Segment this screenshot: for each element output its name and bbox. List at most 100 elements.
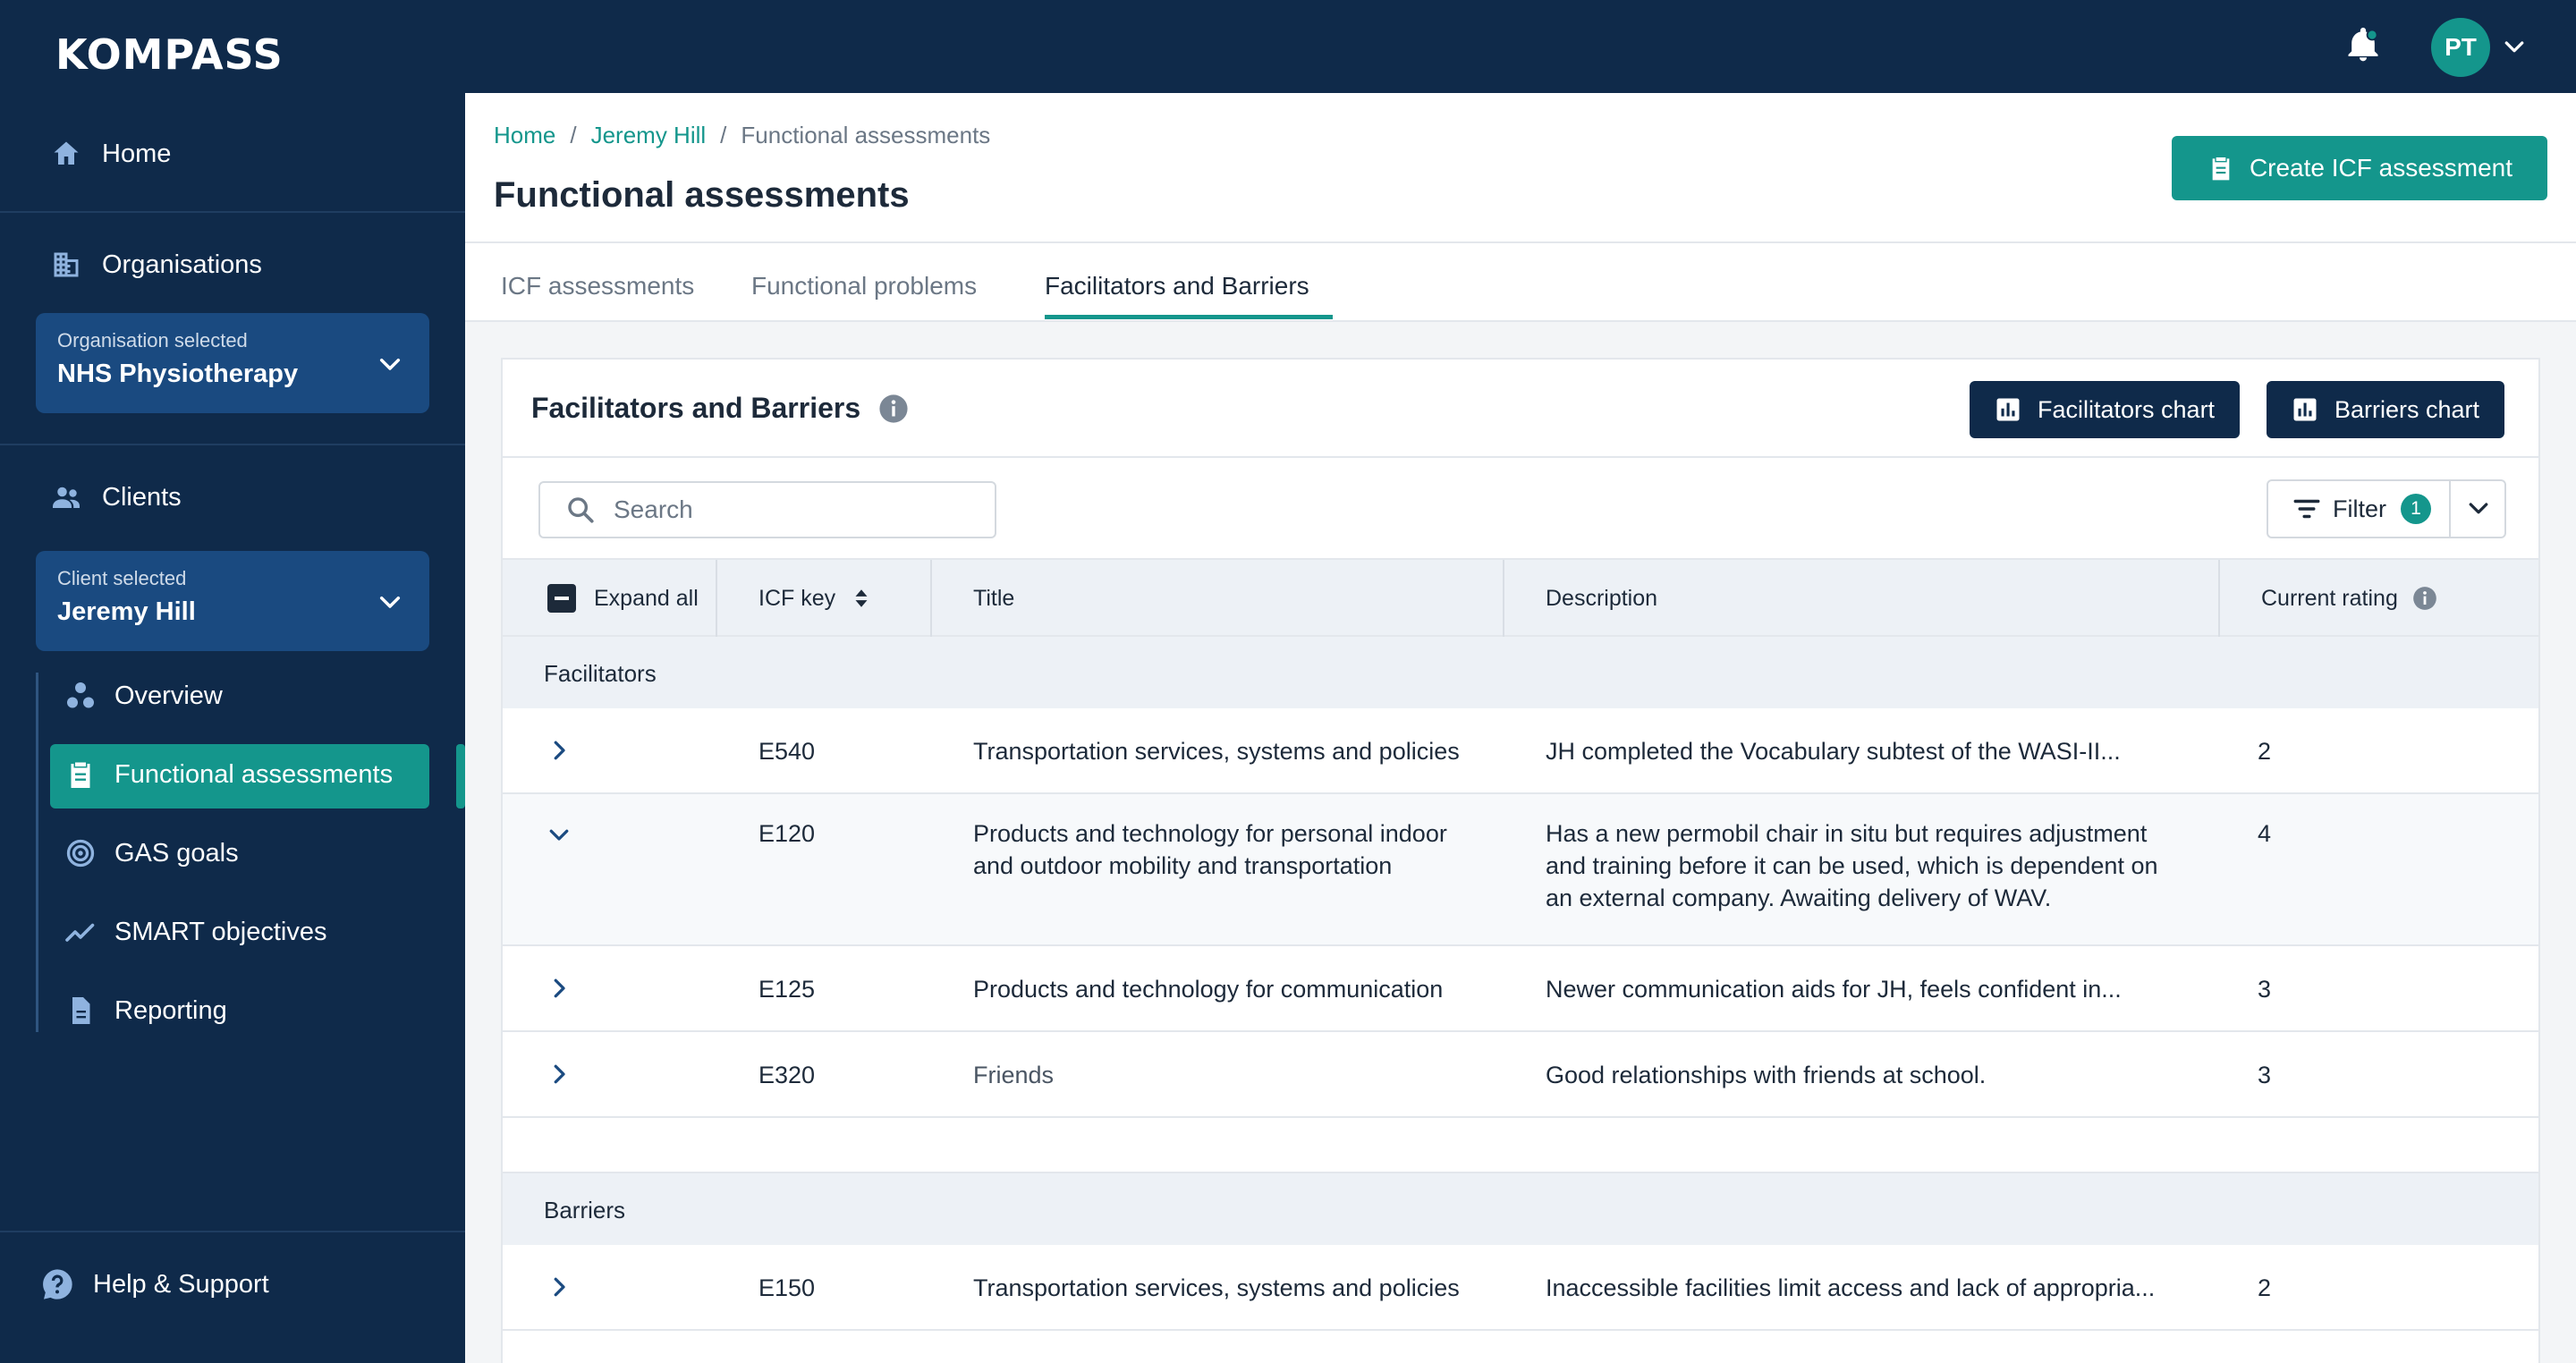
- info-icon[interactable]: [2412, 586, 2437, 611]
- group-label: Barriers: [544, 1197, 626, 1223]
- breadcrumb-client[interactable]: Jeremy Hill: [590, 122, 707, 148]
- card-divider: [503, 456, 2538, 458]
- document-icon: [72, 997, 90, 1024]
- expand-all-checkbox-icon: [547, 584, 576, 613]
- help-support-link[interactable]: Help & Support: [39, 1266, 269, 1302]
- tab-facilitators-barriers[interactable]: Facilitators and Barriers: [1045, 272, 1309, 300]
- column-icf-key-label: ICF key: [758, 585, 836, 611]
- sidebar-divider: [0, 211, 465, 213]
- organisation-selector[interactable]: Organisation selected NHS Physiotherapy: [36, 313, 429, 413]
- barriers-chart-label: Barriers chart: [2334, 395, 2480, 423]
- row-description: Has a new permobil chair in situ but req…: [1546, 820, 2158, 911]
- barriers-chart-button[interactable]: Barriers chart: [2267, 381, 2505, 438]
- clipboard-icon: [2212, 157, 2230, 181]
- sidebar-item-gas-goals[interactable]: GAS goals: [64, 837, 239, 869]
- filter-dropdown-toggle[interactable]: [2453, 481, 2504, 537]
- row-icf-key: E540: [758, 738, 816, 765]
- group-row-barriers: Barriers: [503, 1173, 2538, 1245]
- sidebar-item-label: Functional assessments: [114, 759, 394, 789]
- bar-chart-icon: [2293, 398, 2317, 421]
- chevron-down-icon: [379, 596, 401, 608]
- breadcrumb: Home / Jeremy Hill / Functional assessments: [494, 122, 991, 148]
- group-label: Facilitators: [544, 660, 657, 687]
- active-tab-underline: [1045, 315, 1333, 319]
- subnav-line: [36, 673, 38, 1032]
- sidebar-item-label: Organisations: [102, 250, 262, 279]
- column-title: Title: [973, 585, 1015, 611]
- target-icon: [66, 839, 95, 868]
- kompass-logo[interactable]: KOMPASS: [55, 30, 284, 79]
- table-row[interactable]: E540 Transportation services, systems an…: [503, 708, 2538, 794]
- row-rating: 2: [2258, 738, 2272, 765]
- sidebar-item-reporting[interactable]: Reporting: [64, 995, 227, 1027]
- breadcrumb-current: Functional assessments: [741, 122, 991, 148]
- column-rating-label: Current rating: [2261, 585, 2398, 611]
- home-icon: [54, 141, 79, 165]
- row-description: JH completed the Vocabulary subtest of t…: [1546, 738, 2121, 765]
- active-nav-indicator: [456, 744, 465, 808]
- group-spacer: [503, 1118, 2538, 1173]
- filter-count-badge: 1: [2401, 494, 2431, 524]
- row-rating: 3: [2258, 976, 2272, 1003]
- row-title: Friends: [973, 1062, 1055, 1088]
- sidebar-item-label: Reporting: [114, 995, 227, 1025]
- facilitators-chart-button[interactable]: Facilitators chart: [1970, 381, 2241, 438]
- sidebar: Home Organisations Organisation selected…: [0, 93, 465, 1363]
- chevron-right-icon[interactable]: [546, 1274, 572, 1300]
- client-selector-label: Client selected: [57, 567, 187, 589]
- top-bar: KOMPASS PT: [0, 0, 2576, 93]
- chevron-right-icon[interactable]: [546, 1061, 572, 1088]
- chevron-down-icon[interactable]: [546, 821, 572, 848]
- sidebar-item-organisations[interactable]: Organisations: [50, 249, 262, 281]
- chevron-down-icon: [379, 358, 401, 370]
- row-icf-key: E120: [758, 820, 816, 847]
- organisation-selector-value: NHS Physiotherapy: [57, 360, 299, 388]
- card-title: Facilitators and Barriers: [531, 392, 909, 425]
- row-rating: 3: [2258, 1062, 2272, 1088]
- filter-control: Filter 1: [2267, 479, 2506, 538]
- filter-button[interactable]: Filter 1: [2268, 481, 2451, 537]
- sidebar-divider: [0, 444, 465, 445]
- expand-all-toggle[interactable]: Expand all: [547, 560, 699, 637]
- table-row-expanded[interactable]: E120 Products and technology for persona…: [503, 794, 2538, 946]
- user-avatar[interactable]: PT: [2431, 18, 2490, 77]
- row-icf-key: E150: [758, 1274, 816, 1301]
- card-title-text: Facilitators and Barriers: [531, 392, 861, 424]
- table-row[interactable]: E125 Products and technology for communi…: [503, 946, 2538, 1032]
- trend-line-icon: [65, 923, 95, 942]
- create-icf-assessment-button[interactable]: Create ICF assessment: [2172, 136, 2547, 200]
- create-button-label: Create ICF assessment: [2249, 154, 2513, 182]
- breadcrumb-home[interactable]: Home: [494, 122, 556, 148]
- group-row-facilitators: Facilitators: [503, 637, 2538, 708]
- sidebar-item-overview[interactable]: Overview: [64, 680, 223, 712]
- table-row[interactable]: E150 Transportation services, systems an…: [503, 1245, 2538, 1331]
- sidebar-item-functional-assessments[interactable]: Functional assessments: [64, 758, 393, 791]
- search-box[interactable]: [538, 481, 996, 538]
- client-selector[interactable]: Client selected Jeremy Hill: [36, 551, 429, 651]
- sort-icon: [855, 589, 868, 607]
- user-menu-chevron-down-icon[interactable]: [2501, 34, 2528, 61]
- row-description: Inaccessible facilities limit access and…: [1546, 1274, 2156, 1301]
- search-icon: [568, 497, 594, 523]
- chevron-right-icon[interactable]: [546, 975, 572, 1002]
- facilitators-barriers-card: Facilitators and Barriers Facilitators c…: [501, 358, 2540, 1363]
- search-input[interactable]: [614, 495, 971, 524]
- chevron-right-icon[interactable]: [546, 737, 572, 764]
- tab-icf-assessments[interactable]: ICF assessments: [501, 272, 695, 300]
- row-icf-key: E320: [758, 1062, 816, 1088]
- sidebar-item-label: Clients: [102, 482, 182, 512]
- sidebar-item-smart-objectives[interactable]: SMART objectives: [64, 916, 326, 948]
- sidebar-item-clients[interactable]: Clients: [50, 481, 182, 513]
- sidebar-item-label: SMART objectives: [114, 917, 327, 946]
- column-description: Description: [1546, 585, 1658, 611]
- table-row[interactable]: E320 Friends Good relationships with fri…: [503, 1032, 2538, 1118]
- info-icon[interactable]: [878, 394, 909, 424]
- tab-functional-problems[interactable]: Functional problems: [751, 272, 978, 300]
- column-icf-key[interactable]: ICF key: [758, 560, 873, 637]
- notification-bell-icon[interactable]: [2343, 25, 2383, 64]
- sidebar-item-home[interactable]: Home: [50, 138, 171, 170]
- active-subnav-highlight: [50, 744, 429, 808]
- chevron-down-icon: [2469, 503, 2488, 514]
- bar-chart-icon: [1996, 398, 2020, 421]
- clipboard-icon: [71, 762, 90, 788]
